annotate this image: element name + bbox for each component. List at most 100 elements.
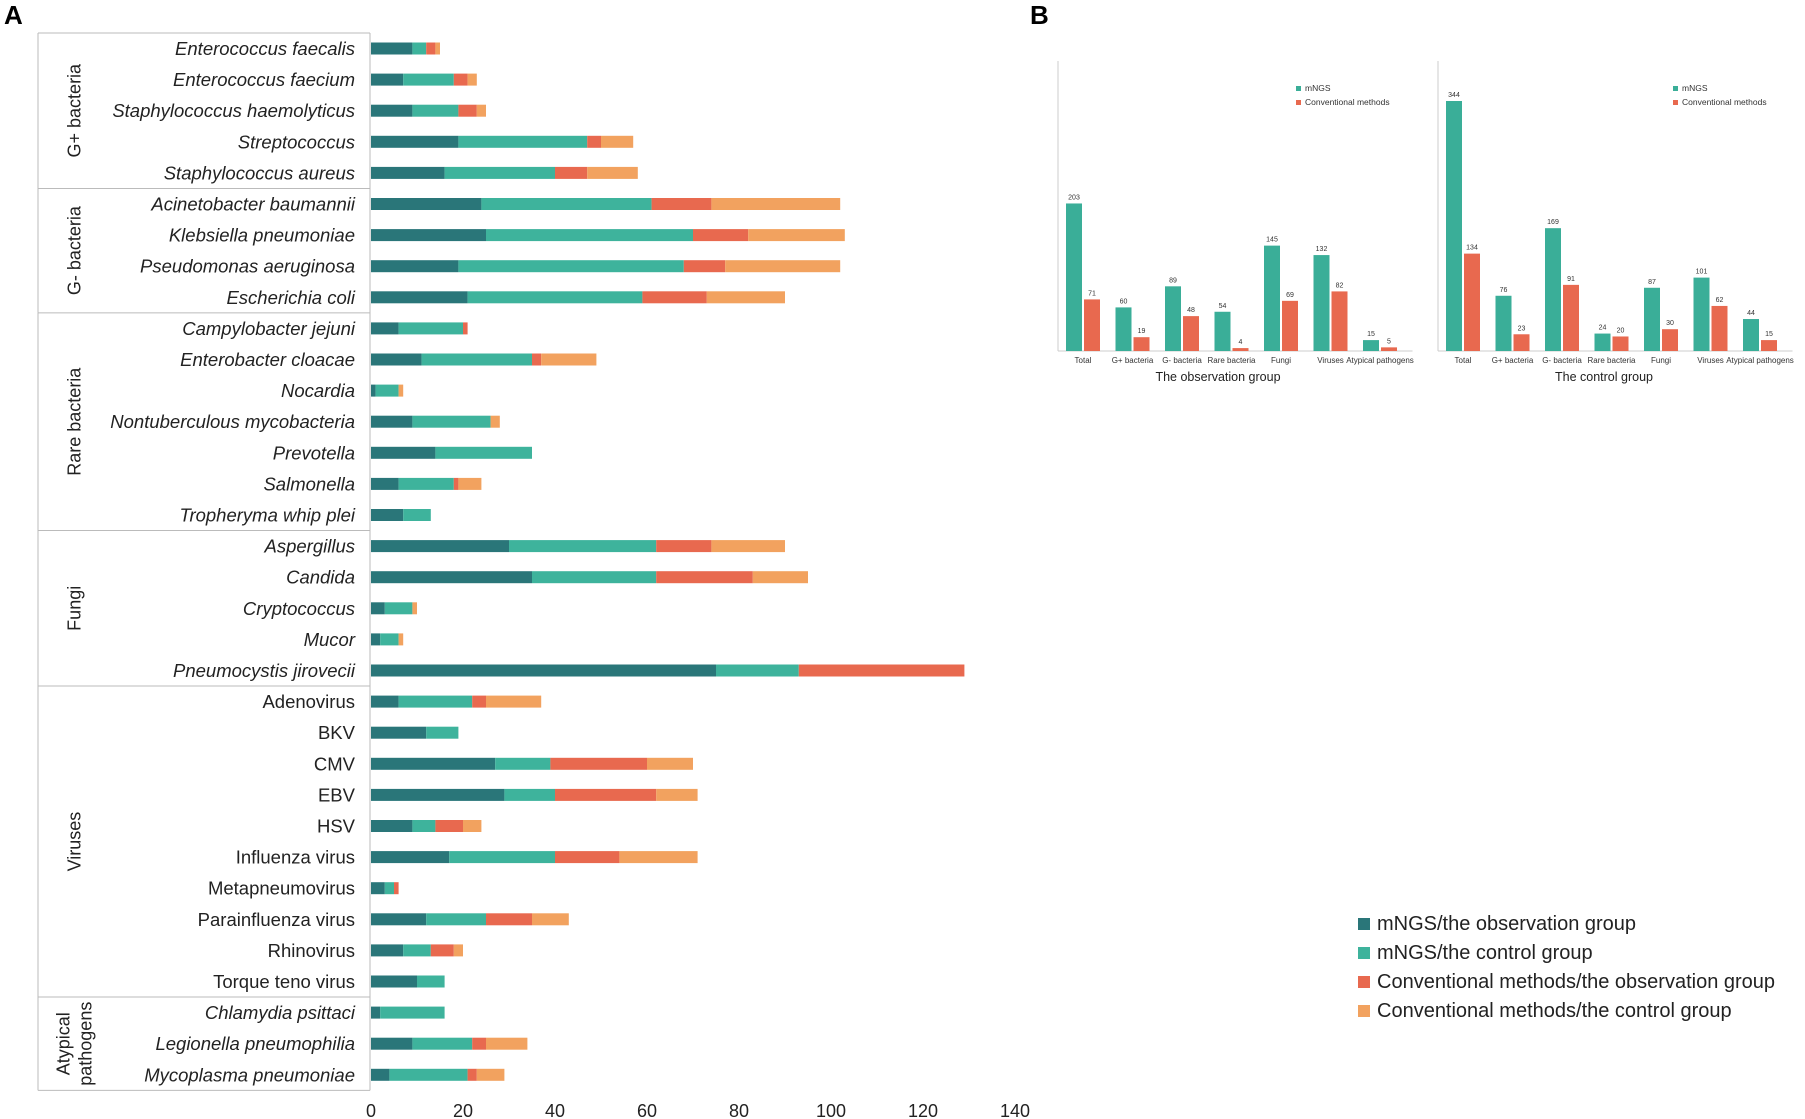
bar-segment [384,602,413,615]
bar-segment [752,571,808,584]
bar [1381,347,1397,351]
legend-label: mNGS/the control group [1377,942,1593,964]
bar-segment [371,198,482,210]
bar [1331,291,1348,351]
group-label: Atypical [54,1012,74,1075]
bar-segment [463,322,468,335]
bar-segment [371,42,413,55]
bar [1232,348,1249,351]
bar-segment [490,415,500,428]
bar-value-label: 91 [1567,276,1575,283]
bar-segment [458,135,588,148]
category-label: BKV [318,722,356,743]
bar-segment [467,1068,477,1081]
chart-title: The control group [1555,370,1653,384]
category-label: Pseudomonas aeruginosa [140,256,355,277]
bar-segment [371,726,427,739]
legend-label: Conventional methods/the control group [1377,1000,1732,1022]
group-label: Rare bacteria [65,367,85,476]
category-label: Staphylococcus aureus [164,162,355,183]
bar-segment [476,104,486,117]
category-label: Aspergillus [264,536,356,557]
legend-label: mNGS [1305,83,1331,93]
bar-segment [458,104,477,117]
group-label: G- bacteria [65,205,85,295]
bar [1183,316,1199,351]
category-label: Fungi [1651,356,1671,365]
category-label: Tropheryma whip plei [180,505,356,526]
bar [1612,336,1629,351]
bar-segment [647,757,693,770]
bar-segment [371,166,445,179]
bar [1214,311,1231,351]
bar-value-label: 344 [1448,92,1460,99]
bar-segment [375,384,399,397]
bar-segment [711,540,785,553]
category-label: Viruses [1317,356,1344,365]
bar-segment [587,135,601,148]
bar-value-label: 54 [1219,303,1227,310]
category-label: HSV [317,816,356,837]
bar-segment [463,820,482,832]
group-label: pathogens [76,1002,96,1086]
category-label: Acinetobacter baumannii [150,194,356,215]
legend-label: Conventional methods [1682,97,1767,107]
legend-label: Conventional methods [1305,97,1390,107]
bar-segment [716,664,799,677]
bar-value-label: 20 [1617,327,1625,334]
bar-segment [444,166,555,179]
bar-segment [398,322,463,335]
bar-segment [541,353,597,366]
bar-value-label: 69 [1286,292,1294,299]
category-label: Enterococcus faecium [173,69,355,90]
bar-segment [693,229,749,242]
bar-segment [398,384,404,397]
bar-segment [656,540,712,553]
bar-segment [371,695,399,708]
bar-segment [371,135,459,148]
bar-segment [550,757,647,770]
bar-segment [371,757,496,770]
bar-segment [467,73,477,86]
category-label: G+ bacteria [1492,356,1534,365]
legend-swatch [1296,100,1301,105]
bar-segment [371,446,436,459]
bar-segment [642,291,707,304]
x-tick-label: 140 [1000,1101,1030,1119]
category-label: Cryptococcus [243,598,355,619]
category-label: Pneumocystis jirovecii [173,660,356,681]
bar-segment [453,477,459,490]
category-label: Rare bacteria [1587,356,1636,365]
bar-segment [587,166,638,179]
category-label: G- bacteria [1162,356,1202,365]
category-label: Atypical pathogens [1346,356,1414,365]
bar [1662,329,1678,351]
bar [1066,203,1082,351]
bar-segment [417,975,445,988]
bar-segment [435,820,463,832]
category-label: CMV [314,753,356,774]
group-label: Fungi [65,586,85,631]
bar [1644,287,1660,351]
bar-segment [486,1037,528,1050]
bar-segment [371,509,404,521]
legend-swatch [1358,947,1370,959]
chart-b-control: mNGS Conventional methods 344 134 Total 76 23 G… [1437,61,1794,384]
bar [1761,340,1777,351]
bar-segment [426,726,459,739]
bar-segment [371,353,422,366]
bar-segment [472,695,486,708]
bar-value-label: 71 [1088,290,1096,297]
bar-segment [371,851,450,864]
category-label: Escherichia coli [226,287,355,308]
bar-segment [371,913,427,926]
bar [1313,255,1330,351]
bar-segment [403,509,431,521]
category-label: Enterobacter cloacae [180,349,355,370]
bar-segment [398,695,473,708]
legend-swatch [1296,86,1301,91]
bar-value-label: 5 [1387,338,1391,345]
bar-segment [394,882,399,895]
bar-value-label: 76 [1500,287,1508,294]
bar-segment [371,104,413,117]
